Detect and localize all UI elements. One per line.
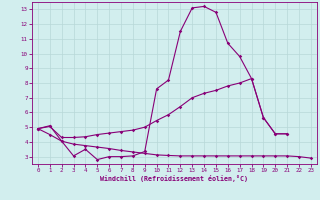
X-axis label: Windchill (Refroidissement éolien,°C): Windchill (Refroidissement éolien,°C) [100, 175, 248, 182]
